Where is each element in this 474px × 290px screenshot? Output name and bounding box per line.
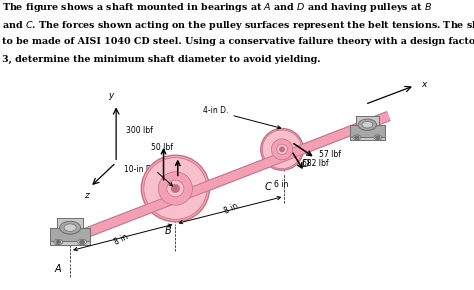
Text: 6 in: 6 in bbox=[274, 180, 288, 189]
Text: 4-in D.: 4-in D. bbox=[203, 106, 228, 115]
Text: 10-in D.: 10-in D. bbox=[124, 165, 154, 174]
Text: 57 lbf: 57 lbf bbox=[319, 150, 340, 159]
Text: The figure shows a shaft mounted in bearings at $A$ and $D$ and having pulleys a: The figure shows a shaft mounted in bear… bbox=[2, 1, 433, 14]
Ellipse shape bbox=[261, 128, 303, 170]
Ellipse shape bbox=[167, 180, 184, 197]
FancyBboxPatch shape bbox=[50, 242, 90, 245]
FancyBboxPatch shape bbox=[50, 228, 90, 242]
Circle shape bbox=[80, 241, 84, 244]
Ellipse shape bbox=[141, 155, 210, 222]
Circle shape bbox=[78, 240, 86, 245]
Circle shape bbox=[78, 240, 86, 245]
Text: 8 in: 8 in bbox=[112, 233, 129, 247]
Circle shape bbox=[355, 136, 359, 139]
Circle shape bbox=[355, 136, 359, 139]
Circle shape bbox=[56, 241, 61, 244]
Circle shape bbox=[374, 135, 382, 139]
Ellipse shape bbox=[171, 184, 180, 193]
Ellipse shape bbox=[271, 139, 292, 160]
Ellipse shape bbox=[144, 158, 207, 219]
FancyBboxPatch shape bbox=[356, 116, 379, 125]
Circle shape bbox=[353, 135, 361, 139]
Circle shape bbox=[54, 240, 63, 245]
Text: $C$: $C$ bbox=[264, 180, 273, 192]
FancyBboxPatch shape bbox=[356, 116, 379, 125]
Text: $B$: $B$ bbox=[164, 224, 173, 236]
Circle shape bbox=[362, 122, 373, 128]
Text: 682 lbf: 682 lbf bbox=[302, 159, 329, 168]
Circle shape bbox=[376, 136, 380, 139]
Text: x: x bbox=[421, 79, 426, 89]
Text: $A$: $A$ bbox=[54, 262, 62, 274]
Circle shape bbox=[60, 221, 81, 234]
FancyBboxPatch shape bbox=[350, 125, 385, 137]
Ellipse shape bbox=[277, 144, 287, 155]
Text: 8 in: 8 in bbox=[222, 201, 239, 215]
FancyBboxPatch shape bbox=[50, 242, 90, 245]
FancyBboxPatch shape bbox=[350, 137, 385, 139]
Text: and $C$. The forces shown acting on the pulley surfaces represent the belt tensi: and $C$. The forces shown acting on the … bbox=[2, 19, 474, 32]
FancyBboxPatch shape bbox=[350, 137, 385, 139]
Circle shape bbox=[56, 241, 61, 244]
Circle shape bbox=[358, 119, 376, 130]
FancyBboxPatch shape bbox=[50, 228, 90, 242]
Ellipse shape bbox=[158, 172, 192, 205]
Circle shape bbox=[353, 135, 361, 139]
Circle shape bbox=[362, 122, 373, 128]
Text: 300 lbf: 300 lbf bbox=[127, 126, 153, 135]
Text: z: z bbox=[84, 191, 89, 200]
Text: y: y bbox=[109, 91, 114, 100]
Circle shape bbox=[376, 136, 380, 139]
Circle shape bbox=[374, 135, 382, 139]
Circle shape bbox=[358, 119, 376, 130]
Circle shape bbox=[80, 241, 84, 244]
Text: to be made of AISI 1040 CD steel. Using a conservative failure theory with a des: to be made of AISI 1040 CD steel. Using … bbox=[2, 37, 474, 46]
FancyBboxPatch shape bbox=[57, 218, 83, 228]
Circle shape bbox=[64, 224, 76, 231]
FancyBboxPatch shape bbox=[57, 218, 83, 228]
Text: 50 lbf: 50 lbf bbox=[151, 143, 173, 152]
Text: $D$: $D$ bbox=[301, 157, 310, 169]
Circle shape bbox=[54, 240, 63, 245]
Text: 3, determine the minimum shaft diameter to avoid yielding.: 3, determine the minimum shaft diameter … bbox=[2, 55, 321, 64]
Circle shape bbox=[60, 221, 81, 234]
Ellipse shape bbox=[279, 147, 285, 152]
Circle shape bbox=[64, 224, 76, 231]
FancyBboxPatch shape bbox=[350, 125, 385, 137]
Ellipse shape bbox=[262, 130, 302, 169]
